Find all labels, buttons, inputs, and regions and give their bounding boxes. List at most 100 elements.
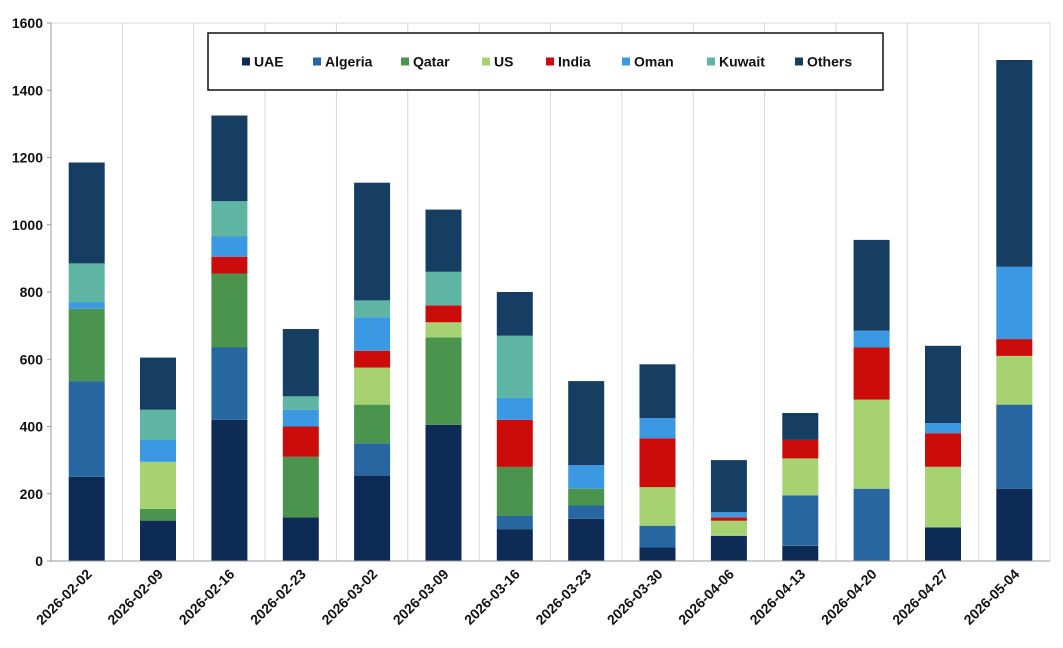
legend-label-others: Others	[807, 54, 852, 70]
legend-box	[207, 32, 884, 91]
bar-segment-uae	[496, 529, 533, 561]
bar-segment-oman	[996, 266, 1033, 340]
bar-segment-india	[853, 347, 890, 400]
bar-segment-india	[925, 433, 961, 467]
x-tick-label: 2026-04-20	[818, 566, 880, 628]
bar-segment-oman	[211, 236, 248, 257]
y-tick-label: 400	[20, 419, 44, 435]
x-tick-label: 2026-04-13	[746, 566, 808, 628]
x-tick-label: 2026-05-04	[960, 566, 1022, 628]
bar-segment-india	[354, 350, 391, 368]
bar-segment-us	[710, 520, 747, 536]
bar-segment-others	[996, 60, 1033, 267]
x-tick-label: 2026-04-27	[889, 566, 951, 628]
bar-segment-algeria	[568, 505, 605, 519]
bar-segment-kuwait	[68, 263, 105, 303]
bar-segment-us	[354, 367, 391, 405]
bar-segment-india	[496, 419, 533, 467]
x-tick-label: 2026-02-09	[104, 566, 166, 628]
x-tick-label: 2026-03-23	[532, 566, 594, 628]
bar-segment-qatar	[211, 273, 248, 348]
bar-segment-us	[996, 355, 1033, 405]
bar-segment-others	[496, 292, 533, 336]
bar-segment-kuwait	[354, 300, 391, 318]
bar-segment-uae	[710, 535, 747, 561]
bar-segment-algeria	[211, 347, 248, 420]
bar-segment-others	[140, 357, 176, 410]
bar-segment-algeria	[782, 495, 819, 546]
bar-segment-algeria	[853, 488, 890, 561]
bar-segment-oman	[568, 465, 605, 489]
bar-segment-uae	[782, 545, 819, 561]
bar-segment-uae	[639, 547, 676, 561]
bar-segment-others	[354, 182, 391, 301]
legend-label-uae: UAE	[254, 54, 284, 70]
bar-segment-algeria	[996, 404, 1033, 489]
bar-segment-qatar	[140, 508, 176, 521]
bar-segment-qatar	[568, 488, 605, 506]
bar-segment-uae	[568, 519, 605, 561]
bar-segment-india	[282, 426, 319, 457]
bar-segment-us	[853, 399, 890, 489]
legend-swatch-uae	[242, 57, 250, 66]
x-tick-label: 2026-02-16	[176, 566, 238, 628]
bar-segment-india	[996, 339, 1033, 356]
x-tick-label: 2026-02-23	[247, 566, 309, 628]
bar-segment-algeria	[354, 443, 391, 476]
legend-swatch-kuwait	[707, 57, 715, 66]
x-tick-label: 2026-02-02	[33, 566, 95, 628]
bar-segment-us	[425, 322, 462, 338]
bar-segment-others	[782, 413, 819, 440]
legend: UAE Algeria Qatar US India Oman Kuwait Others	[207, 32, 884, 91]
x-tick-label: 2026-03-16	[461, 566, 523, 628]
legend-swatch-oman	[622, 57, 630, 66]
y-tick-label: 1200	[12, 150, 43, 166]
bar-segment-oman	[710, 512, 747, 518]
legend-swatch-others	[795, 57, 803, 66]
bar-segment-algeria	[496, 515, 533, 529]
bar-segment-uae	[282, 517, 319, 561]
legend-label-oman: Oman	[634, 54, 674, 70]
bar-segment-algeria	[639, 525, 676, 548]
legend-swatch-us	[482, 57, 490, 66]
y-tick-label: 1600	[12, 15, 43, 31]
bar-segment-uae	[68, 476, 105, 561]
y-tick-label: 600	[20, 351, 44, 367]
legend-swatch-qatar	[401, 57, 409, 66]
y-tick-label: 800	[20, 284, 44, 300]
bar-segment-uae	[140, 520, 176, 561]
bar-segment-others	[68, 162, 105, 264]
legend-swatch-india	[546, 57, 554, 66]
bar-segment-oman	[925, 423, 961, 434]
bar-segment-others	[639, 364, 676, 419]
legend-swatch-algeria	[313, 57, 321, 66]
bar-segment-oman	[68, 302, 105, 309]
bar-segment-us	[782, 458, 819, 496]
legend-label-qatar: Qatar	[413, 54, 450, 70]
bar-segment-india	[710, 517, 747, 521]
bar-segment-qatar	[496, 466, 533, 516]
bars	[68, 60, 1033, 561]
bar-segment-kuwait	[282, 396, 319, 410]
bar-segment-india	[639, 438, 676, 488]
bar-segment-oman	[140, 439, 176, 462]
y-tick-label: 1000	[12, 217, 43, 233]
bar-segment-qatar	[354, 404, 391, 444]
legend-label-us: US	[494, 54, 513, 70]
bar-segment-others	[853, 239, 890, 331]
x-tick-label: 2026-03-02	[318, 566, 380, 628]
bar-segment-oman	[853, 330, 890, 348]
gridlines	[50, 22, 1051, 561]
bar-segment-uae	[925, 527, 961, 561]
legend-label-algeria: Algeria	[325, 54, 373, 70]
bar-segment-others	[282, 329, 319, 397]
bar-segment-kuwait	[211, 201, 248, 237]
bar-segment-others	[568, 381, 605, 466]
x-tick-label: 2026-03-30	[604, 566, 666, 628]
bar-segment-others	[211, 115, 248, 202]
legend-label-india: India	[558, 54, 591, 70]
legend-label-kuwait: Kuwait	[719, 54, 765, 70]
bar-segment-us	[639, 487, 676, 526]
bar-segment-india	[782, 439, 819, 459]
